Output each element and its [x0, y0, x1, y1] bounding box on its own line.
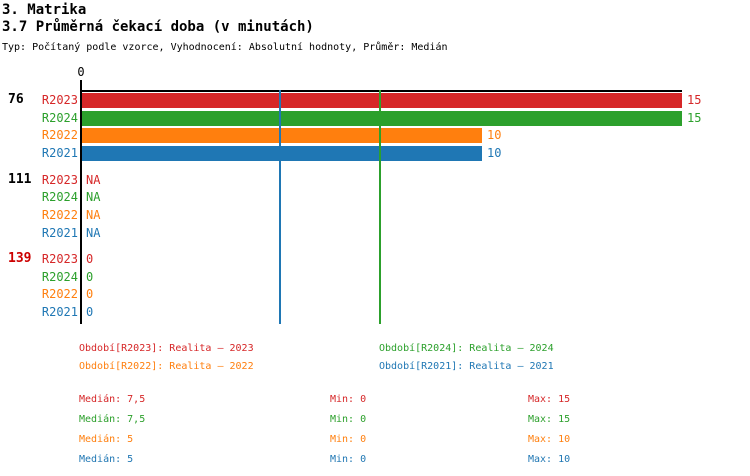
- row-label-R2022: R2022: [41, 207, 78, 222]
- bar-value-label-R2021: 0: [86, 305, 94, 320]
- row-label-R2021: R2021: [41, 305, 78, 320]
- row-label-R2022: R2022: [41, 128, 78, 143]
- bar-value-label-R2024: 15: [687, 110, 702, 125]
- row-label-R2024: R2024: [41, 190, 78, 205]
- row-label-R2021: R2021: [41, 146, 78, 161]
- bar-value-label-R2022: 10: [487, 128, 502, 143]
- bar-value-label-R2023: 15: [687, 93, 702, 107]
- row-label-R2023: R2023: [41, 172, 78, 187]
- y-axis-line: [80, 80, 82, 324]
- x-axis-tick-label: 0: [77, 65, 85, 79]
- group-label: 139: [8, 251, 32, 266]
- row-label-R2022: R2022: [41, 287, 78, 302]
- stat-median-R2024: Medián: 7,5: [79, 414, 146, 425]
- stat-max-R2022: Max: 10: [528, 434, 571, 445]
- stat-min-R2024: Min: 0: [330, 414, 367, 425]
- legend-entry-R2022: Období[R2022]: Realita – 2022: [79, 360, 254, 372]
- group-label: 76: [8, 92, 24, 107]
- bar-value-label-R2023: NA: [86, 172, 101, 187]
- row-label-R2023: R2023: [41, 252, 78, 266]
- median-line-R2024: [379, 90, 381, 324]
- chart-title: 3.7 Průměrná čekací doba (v minutách): [2, 19, 314, 35]
- row-label-R2023: R2023: [41, 93, 78, 107]
- chart-settings-line: Typ: Počítaný podle vzorce, Vyhodnocení:…: [2, 42, 448, 53]
- bar-value-label-R2021: NA: [86, 225, 101, 240]
- row-label-R2024: R2024: [41, 110, 78, 125]
- bar-value-label-R2023: 0: [86, 252, 94, 266]
- stat-median-R2023: Medián: 7,5: [79, 394, 146, 405]
- bar-value-label-R2024: 0: [86, 269, 94, 284]
- stat-median-R2022: Medián: 5: [79, 434, 134, 445]
- legend-entry-R2024: Období[R2024]: Realita – 2024: [379, 343, 554, 354]
- page-title: 3. Matrika: [2, 2, 87, 18]
- group-label: 111: [8, 171, 32, 187]
- bar-value-label-R2022: 0: [86, 287, 94, 302]
- legend-entry-R2023: Období[R2023]: Realita – 2023: [79, 343, 254, 354]
- bar-value-label-R2024: NA: [86, 190, 101, 205]
- stat-min-R2022: Min: 0: [330, 434, 367, 445]
- median-line-R2021: [279, 90, 281, 324]
- bar-R2023: [82, 93, 682, 108]
- row-label-R2021: R2021: [41, 225, 78, 240]
- legend-entry-R2021: Období[R2021]: Realita – 2021: [379, 360, 554, 372]
- bar-R2022: [82, 128, 482, 144]
- stat-max-R2023: Max: 15: [528, 394, 571, 405]
- bar-value-label-R2021: 10: [487, 146, 502, 161]
- bar-R2024: [82, 110, 682, 126]
- row-label-R2024: R2024: [41, 269, 78, 284]
- bar-R2021: [82, 146, 482, 162]
- stat-max-R2024: Max: 15: [528, 414, 571, 425]
- stat-min-R2023: Min: 0: [330, 394, 367, 405]
- stat-min-R2021: Min: 0: [330, 454, 367, 465]
- x-axis-top-line: [80, 90, 682, 92]
- stat-median-R2021: Medián: 5: [79, 454, 134, 465]
- bar-value-label-R2022: NA: [86, 207, 101, 222]
- stat-max-R2021: Max: 10: [528, 454, 571, 465]
